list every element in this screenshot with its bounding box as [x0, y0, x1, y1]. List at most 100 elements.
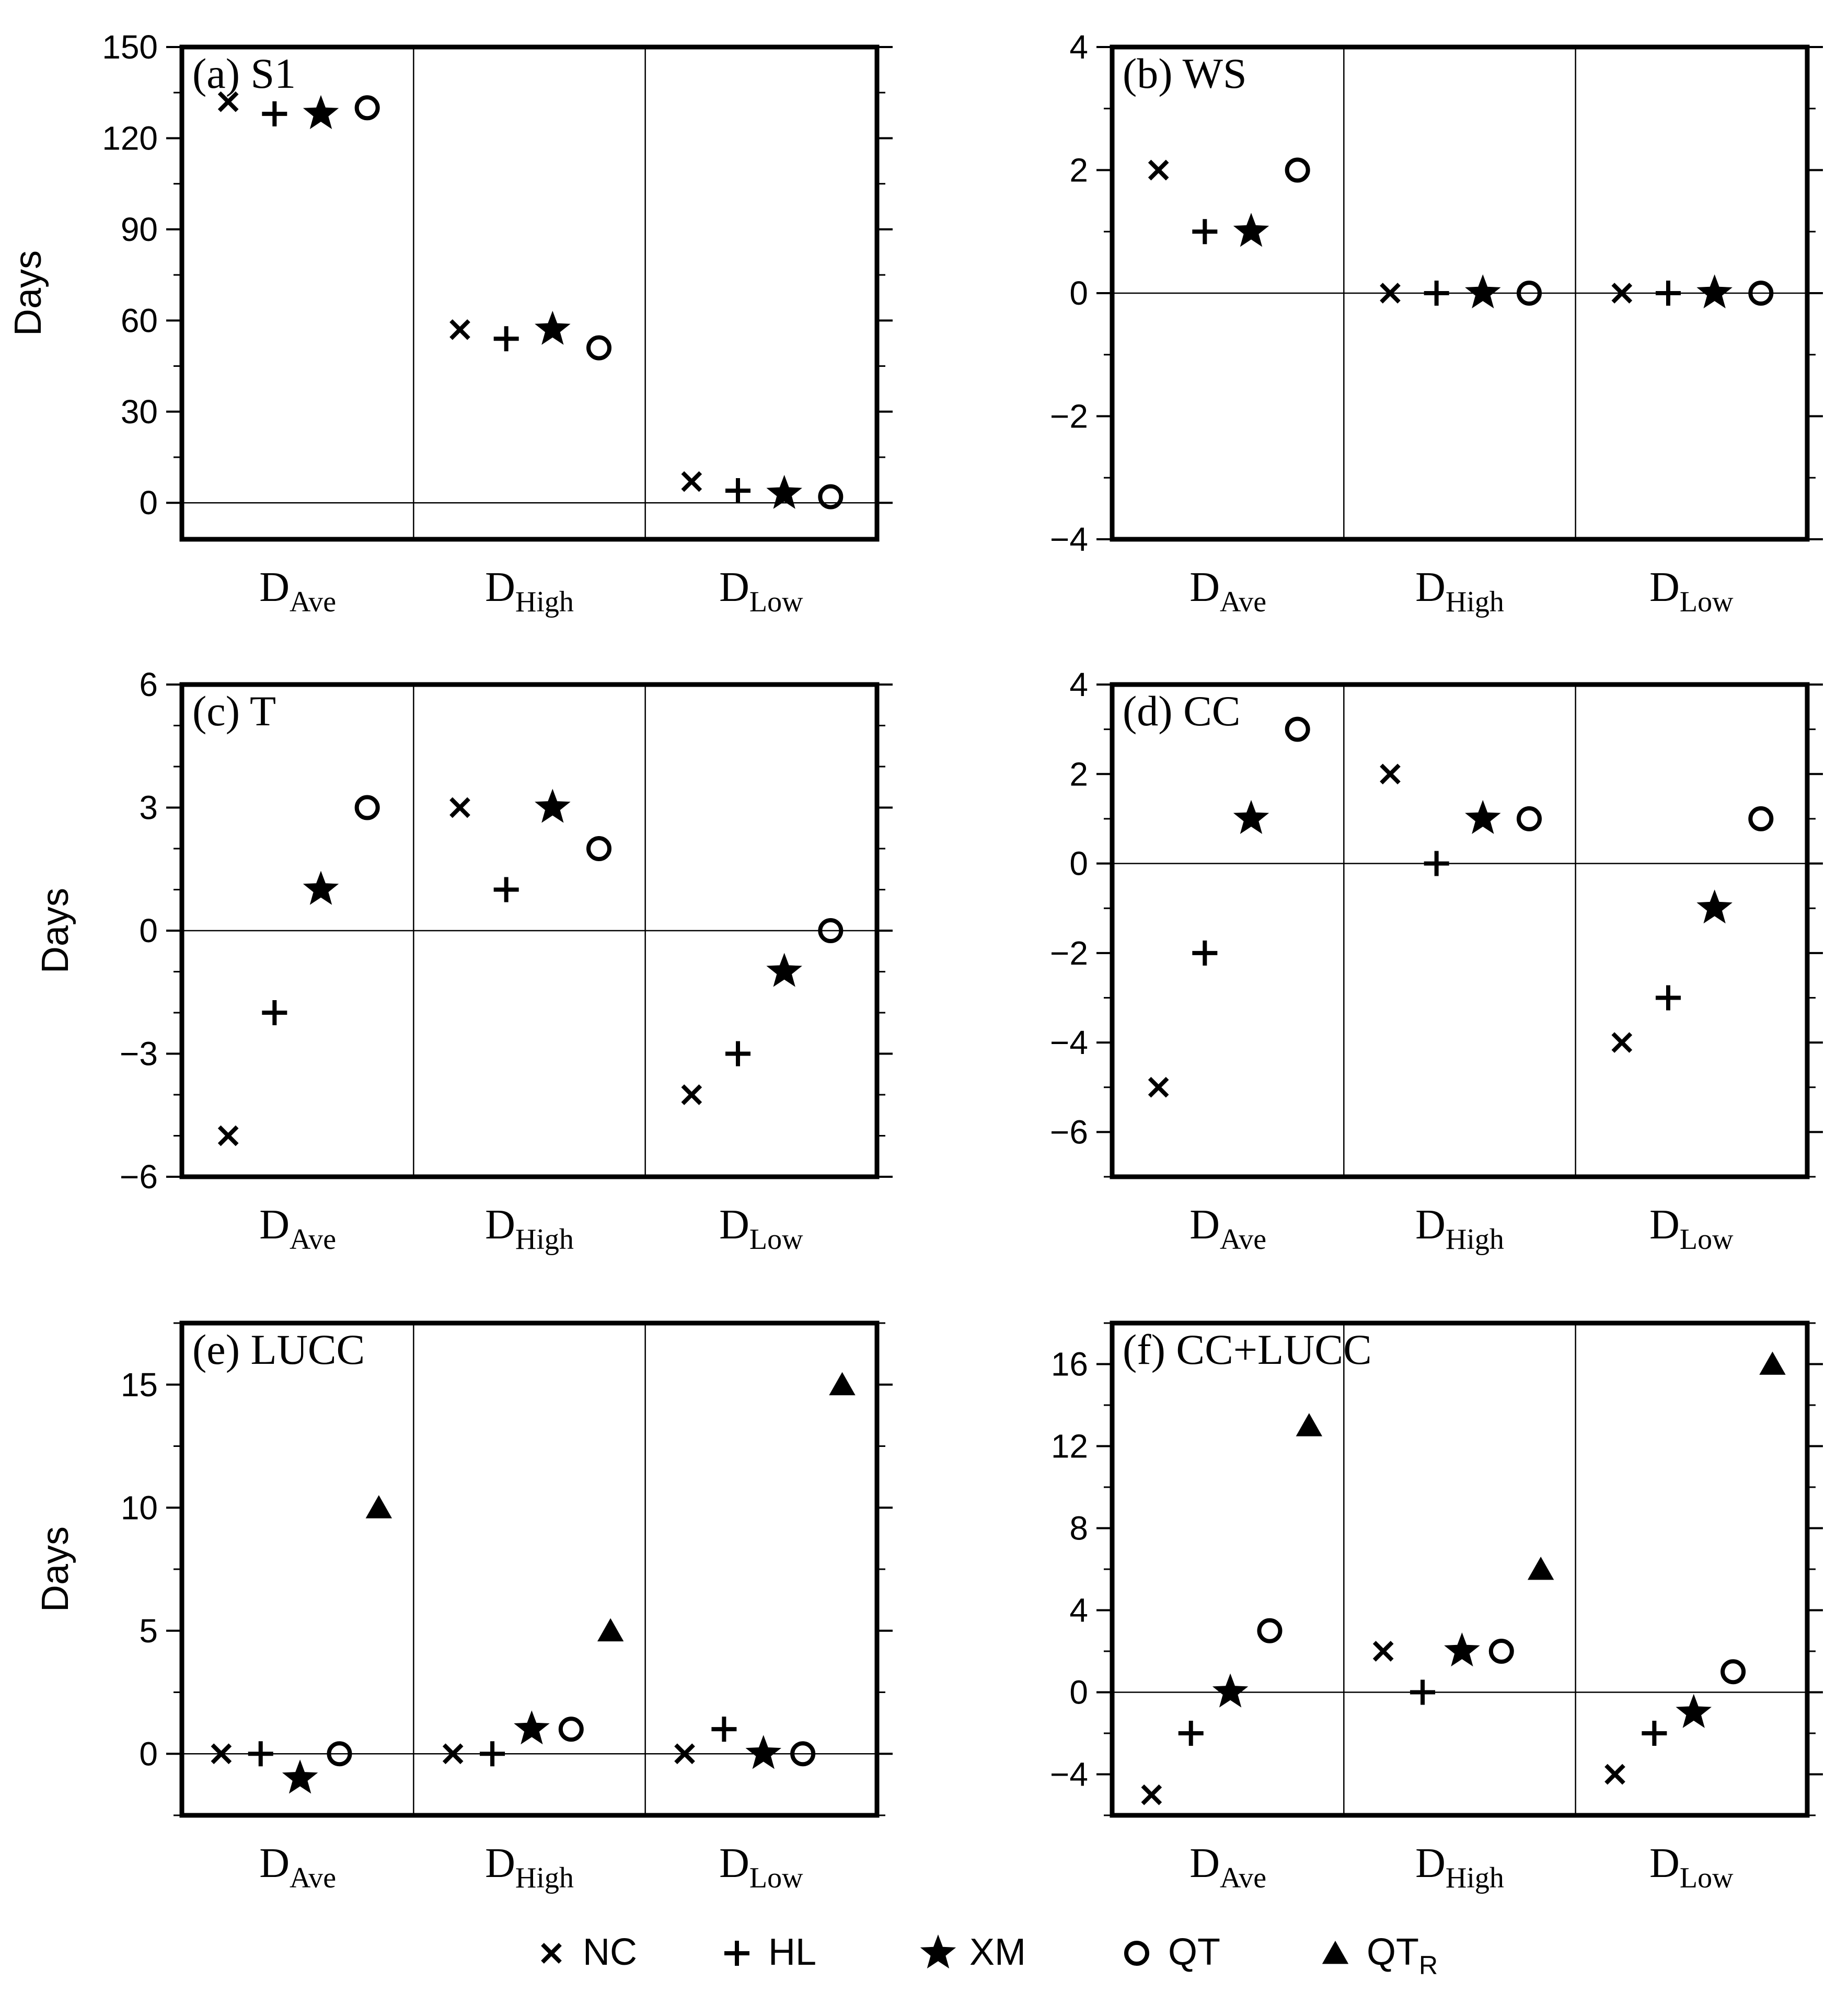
marker-hl — [1642, 1721, 1667, 1746]
y-tick-label: 60 — [121, 302, 158, 339]
y-tick-label: 0 — [139, 1735, 158, 1772]
category-subscript: High — [515, 1223, 574, 1256]
marker-hl — [480, 1741, 505, 1767]
data-markers — [217, 91, 844, 509]
x-category-label: DHigh — [1415, 1202, 1504, 1256]
marker-nc — [674, 1743, 695, 1765]
plot-frame — [179, 44, 880, 542]
category-subscript: Ave — [1220, 1862, 1266, 1894]
marker-hl — [725, 1041, 750, 1067]
plot-frame — [1110, 1320, 1810, 1818]
x-category-label: DAve — [1189, 1202, 1266, 1256]
legend-label: NC — [583, 1931, 637, 1973]
category-subscript: High — [515, 1862, 574, 1894]
category-base: D — [259, 1840, 290, 1886]
plot-frame — [179, 682, 880, 1179]
x-category-label: DHigh — [1415, 1840, 1504, 1894]
marker-qt — [1517, 806, 1542, 831]
category-base: D — [719, 564, 749, 610]
data-markers — [1141, 1351, 1786, 1805]
category-base: D — [719, 1202, 749, 1248]
data-markers — [1148, 716, 1774, 1098]
plot-frame — [179, 1320, 880, 1818]
legend-label: XM — [969, 1931, 1026, 1973]
category-base: D — [719, 1840, 749, 1886]
marker-nc — [1148, 159, 1169, 181]
marker-hl — [1424, 281, 1449, 306]
y-tick-label: −3 — [120, 1035, 158, 1073]
marker-nc — [681, 471, 702, 492]
legend-label-subscript: R — [1419, 1951, 1438, 1980]
marker-nc — [1372, 1641, 1394, 1662]
marker-xm — [1676, 1694, 1712, 1728]
category-subscript: Ave — [290, 586, 336, 618]
marker-hl — [1178, 1721, 1204, 1746]
marker-xm — [1233, 799, 1269, 834]
marker-qtr — [597, 1618, 624, 1642]
plot-frame — [1110, 44, 1810, 542]
marker-qt — [1285, 157, 1310, 183]
marker-nc — [449, 797, 470, 818]
marker-qt — [1285, 716, 1310, 742]
legend-label: QT — [1168, 1931, 1220, 1973]
marker-hl — [248, 1741, 273, 1767]
marker-qt — [1517, 281, 1542, 306]
marker-qt — [790, 1741, 816, 1767]
marker-hl — [725, 478, 750, 503]
y-tick-label: 30 — [121, 393, 158, 431]
category-subscript: Low — [1680, 586, 1734, 618]
legend-label-main: NC — [583, 1931, 637, 1973]
category-subscript: Low — [749, 1223, 803, 1256]
data-markers — [217, 789, 844, 1146]
marker-nc — [1604, 1764, 1625, 1785]
x-category-label: DHigh — [1415, 564, 1504, 618]
x-category-label: DLow — [1649, 564, 1734, 618]
y-tick-label: 8 — [1069, 1510, 1088, 1547]
marker-nc — [1611, 283, 1633, 304]
category-base: D — [485, 564, 515, 610]
x-category-label: DLow — [719, 564, 803, 618]
marker-hl — [1656, 281, 1681, 306]
y-tick-label: 150 — [102, 28, 158, 66]
y-tick-label: −4 — [1050, 520, 1088, 558]
marker-xm — [1696, 274, 1732, 309]
y-tick-label: 0 — [139, 484, 158, 521]
marker-nc — [1380, 763, 1401, 785]
legend-item-qtr: QTR — [1322, 1931, 1438, 1980]
plus-mark-icon — [724, 1941, 749, 1966]
marker-xm — [1465, 799, 1501, 834]
marker-qt — [327, 1741, 352, 1767]
x-category-label: DLow — [719, 1840, 803, 1894]
marker-xm — [1212, 1673, 1249, 1708]
marker-xm — [282, 1759, 318, 1794]
category-base: D — [1415, 564, 1446, 610]
y-axis-label: Days — [34, 1526, 76, 1612]
legend-item-nc: NC — [541, 1931, 637, 1973]
marker-hl — [711, 1717, 737, 1742]
marker-nc — [442, 1743, 464, 1765]
marker-xm — [766, 474, 802, 509]
y-tick-label: 5 — [139, 1612, 158, 1650]
marker-qt — [1720, 1659, 1746, 1685]
category-base: D — [1649, 1202, 1680, 1248]
marker-xm — [1444, 1632, 1480, 1667]
marker-hl — [262, 101, 287, 126]
marker-nc — [449, 319, 470, 340]
marker-qt — [354, 795, 380, 820]
x-category-label: DAve — [1189, 1840, 1266, 1894]
marker-qtr — [365, 1495, 392, 1519]
category-base: D — [1189, 564, 1220, 610]
legend: NC HL XM QT QTR — [541, 1931, 1438, 1980]
marker-qt — [1748, 806, 1774, 831]
marker-xm — [1696, 889, 1732, 924]
legend-label-main: QT — [1367, 1931, 1419, 1973]
category-subscript: Ave — [1220, 586, 1266, 618]
marker-nc — [217, 91, 239, 112]
